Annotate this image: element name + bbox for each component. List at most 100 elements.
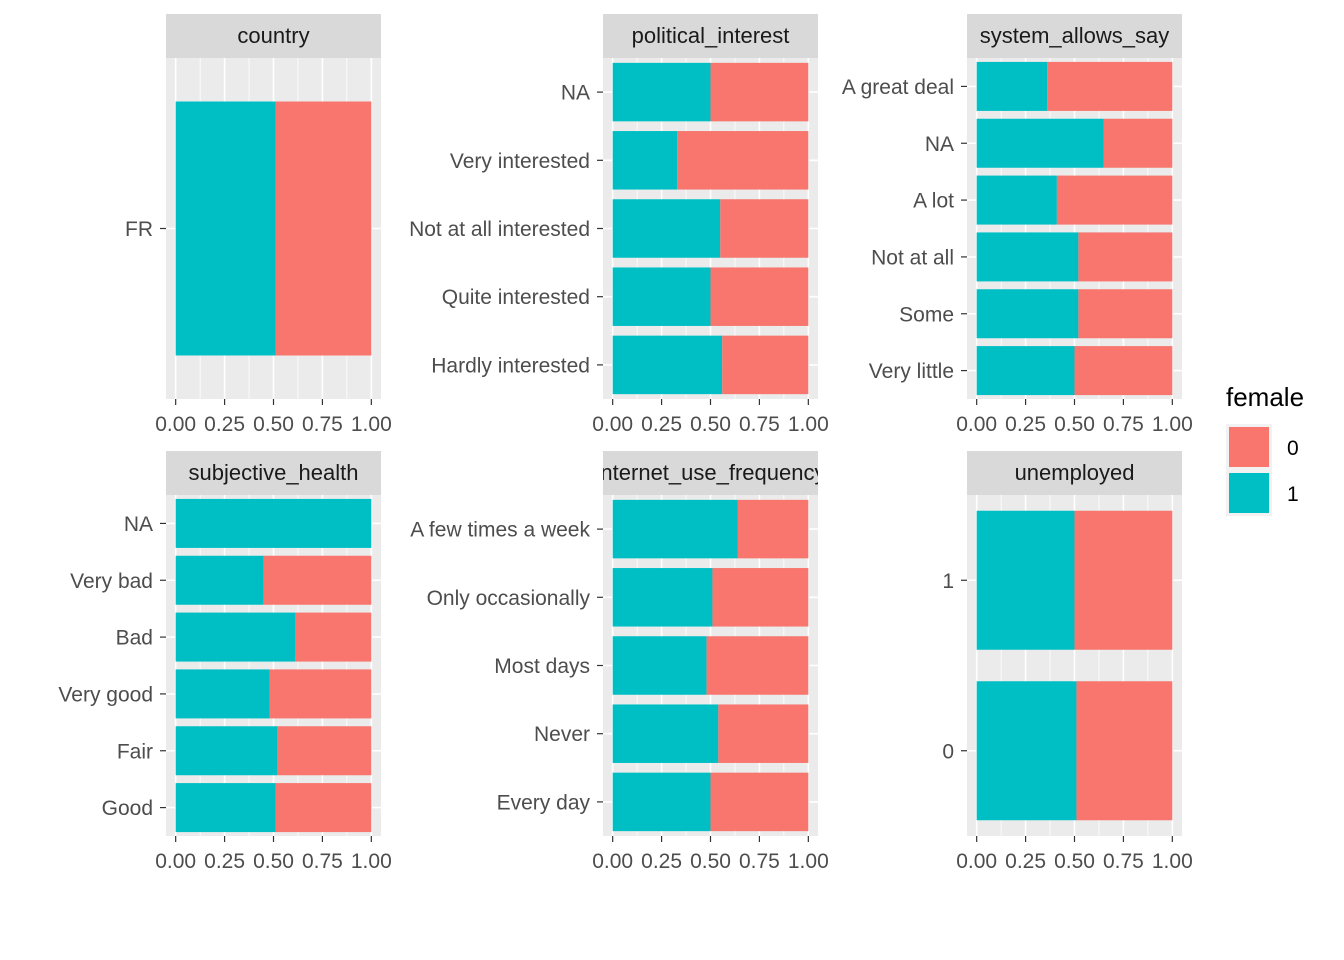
panel-internet-use-frequency: internet_use_frequency Every day Never Mos… (410, 451, 829, 873)
y-tick-label: NA (124, 513, 153, 536)
x-tick-label: 0.50 (1054, 413, 1095, 436)
x-tick-label: 0.75 (302, 850, 343, 873)
bar-segment (263, 555, 372, 605)
panel-system-allows-say: system_allows_say Very little Some Not at … (842, 14, 1193, 436)
y-tick-label: Hardly interested (431, 354, 590, 377)
bar-segment (712, 568, 809, 627)
strip-title: country (237, 23, 309, 48)
bar-segment (722, 335, 809, 395)
bar-segment (976, 118, 1104, 168)
x-tick-label: 0.25 (641, 850, 682, 873)
x-tick-label: 0.75 (302, 413, 343, 436)
x-tick-label: 0.25 (1005, 850, 1046, 873)
bar-segment (737, 499, 809, 559)
x-tick-label: 0.25 (641, 413, 682, 436)
bar-segment (175, 498, 372, 548)
bar-segment (1074, 346, 1173, 396)
y-tick-label: Very good (58, 683, 153, 706)
strip-background (967, 451, 1182, 495)
bar-segment (710, 267, 809, 326)
bar-segment (1056, 175, 1173, 225)
y-tick-label: Very little (869, 360, 954, 383)
bar-segment (976, 681, 1077, 821)
panel-political-interest: political_interest Hardly interested Quit… (409, 14, 829, 436)
y-tick-label: Good (102, 797, 153, 820)
legend-label-0: 0 (1287, 437, 1299, 460)
bar-segment (612, 704, 719, 763)
bar-segment (175, 555, 264, 605)
bar-segment (976, 510, 1075, 650)
bar-segment (1076, 681, 1173, 821)
bar-segment (1047, 61, 1173, 111)
bar-segment (976, 232, 1079, 282)
y-tick-label: 0 (942, 740, 954, 763)
bar-segment (612, 62, 711, 122)
bar-segment (976, 175, 1057, 225)
plot-area: Good Fair Very good Bad Very bad NA 0.00 0.25 0.… (58, 495, 392, 873)
bar-segment (612, 772, 711, 832)
x-tick-label: 0.25 (204, 850, 245, 873)
y-tick-label: Fair (117, 740, 153, 763)
bar-segment (612, 568, 713, 627)
x-tick-label: 0.50 (690, 413, 731, 436)
legend: female 0 1 (1226, 382, 1304, 516)
strip-background (967, 14, 1182, 58)
x-tick-label: 0.00 (155, 413, 196, 436)
x-tick-label: 0.50 (253, 850, 294, 873)
bar-segment (269, 669, 372, 719)
bar-segment (612, 267, 711, 326)
y-tick-label: Most days (494, 655, 590, 678)
bar-segment (718, 704, 809, 763)
strip-background (166, 451, 381, 495)
panel-unemployed: unemployed 0 1 0.00 0.25 0.50 0.75 1.00 (942, 451, 1193, 873)
y-tick-label: 1 (942, 570, 954, 593)
y-tick-label: A lot (913, 190, 954, 213)
x-tick-label: 1.00 (1152, 850, 1193, 873)
bar-segment (295, 612, 372, 662)
legend-title: female (1226, 382, 1304, 412)
y-tick-label: Never (534, 723, 590, 746)
plot-area: Every day Never Most days Only occasionally… (410, 495, 829, 873)
x-tick-label: 1.00 (788, 413, 829, 436)
y-tick-label: Some (899, 303, 954, 326)
plot-area: 0 1 0.00 0.25 0.50 0.75 1.00 (942, 495, 1193, 873)
y-tick-label: Only occasionally (427, 587, 591, 610)
bar-segment (677, 131, 809, 190)
y-tick-label: Very interested (450, 150, 590, 173)
bar-segment (706, 636, 809, 695)
y-tick-label: Bad (116, 627, 153, 650)
x-tick-label: 0.75 (1103, 850, 1144, 873)
x-tick-label: 1.00 (788, 850, 829, 873)
bar-segment (976, 346, 1075, 396)
x-tick-label: 0.75 (1103, 413, 1144, 436)
legend-label-1: 1 (1287, 483, 1299, 506)
bar-segment (275, 783, 372, 833)
x-tick-label: 1.00 (1152, 413, 1193, 436)
bar-segment (1074, 510, 1173, 650)
x-tick-label: 0.25 (1005, 413, 1046, 436)
x-tick-label: 0.50 (690, 850, 731, 873)
x-tick-label: 0.00 (155, 850, 196, 873)
x-tick-label: 0.25 (204, 413, 245, 436)
y-tick-label: Very bad (70, 570, 153, 593)
y-tick-label: Quite interested (442, 286, 590, 309)
y-tick-label: Not at all (871, 246, 954, 269)
bar-segment (720, 199, 809, 258)
y-tick-label: A great deal (842, 76, 954, 99)
x-tick-label: 0.00 (592, 850, 633, 873)
y-tick-label: A few times a week (410, 519, 590, 542)
x-tick-label: 1.00 (351, 413, 392, 436)
x-tick-label: 1.00 (351, 850, 392, 873)
x-tick-label: 0.75 (739, 850, 780, 873)
panel-country: country FR 0.00 0.25 0.50 0.75 1.00 (125, 14, 392, 436)
strip-title: subjective_health (188, 460, 358, 485)
strip-title: political_interest (632, 23, 790, 48)
bar-segment (175, 726, 278, 776)
bar-segment (710, 62, 809, 122)
bar-segment (612, 199, 721, 258)
bar-segment (612, 131, 678, 190)
x-tick-label: 0.00 (956, 413, 997, 436)
y-tick-label: Every day (497, 791, 591, 814)
strip-background (603, 451, 818, 495)
